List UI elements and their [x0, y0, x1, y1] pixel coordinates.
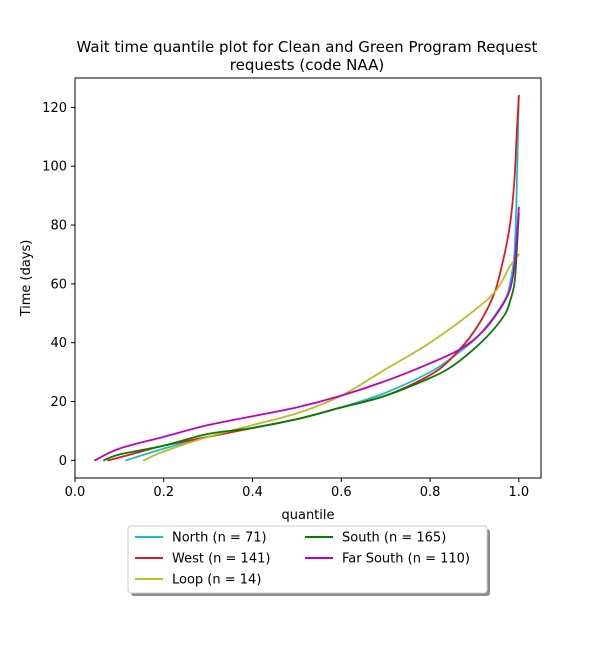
plot-frame	[74, 77, 542, 479]
series-line-south	[102, 212, 520, 462]
series-line-far-south	[94, 206, 520, 462]
legend-south-label: South (n = 165)	[342, 531, 446, 546]
x-tick-label: 0.6	[331, 485, 352, 500]
x-tick-label: 0.4	[242, 485, 263, 500]
legend-box	[127, 525, 488, 594]
x-axis-label: quantile	[281, 508, 334, 523]
y-tick-label: 20	[50, 395, 67, 410]
x-tick-label: 1.0	[508, 485, 529, 500]
y-axis-ticks: 0 20 40 60 80 100 120	[42, 101, 75, 469]
y-tick-label: 100	[42, 160, 67, 175]
legend-west-label: West (n = 141)	[172, 552, 270, 567]
legend-loop-label: Loop (n = 14)	[172, 573, 261, 588]
y-tick-label: 120	[42, 101, 67, 116]
plot-lines	[94, 94, 520, 462]
y-tick-label: 80	[50, 219, 67, 234]
y-axis-label: Time (days)	[19, 240, 34, 318]
x-tick-label: 0.0	[65, 485, 86, 500]
chart-title-line-1: Wait time quantile plot for Clean and Gr…	[77, 38, 538, 56]
x-tick-label: 0.2	[153, 485, 174, 500]
y-tick-label: 60	[50, 277, 67, 292]
y-tick-label: 0	[59, 454, 67, 469]
y-tick-label: 40	[50, 336, 67, 351]
legend-far-south-label: Far South (n = 110)	[342, 552, 470, 567]
series-line-loop	[142, 253, 520, 462]
series-line-north	[125, 94, 520, 462]
chart-title-line-2: requests (code NAA)	[230, 56, 384, 74]
x-tick-label: 0.8	[420, 485, 441, 500]
series-line-west	[107, 94, 520, 462]
legend-north-label: North (n = 71)	[172, 531, 267, 546]
x-axis-ticks: 0.0 0.2 0.4 0.6 0.8 1.0	[65, 478, 529, 500]
legend-items: North (n = 71) West (n = 141) Loop (n = 14…	[135, 531, 470, 588]
legend: North (n = 71) West (n = 141) Loop (n = 14…	[127, 525, 490, 596]
